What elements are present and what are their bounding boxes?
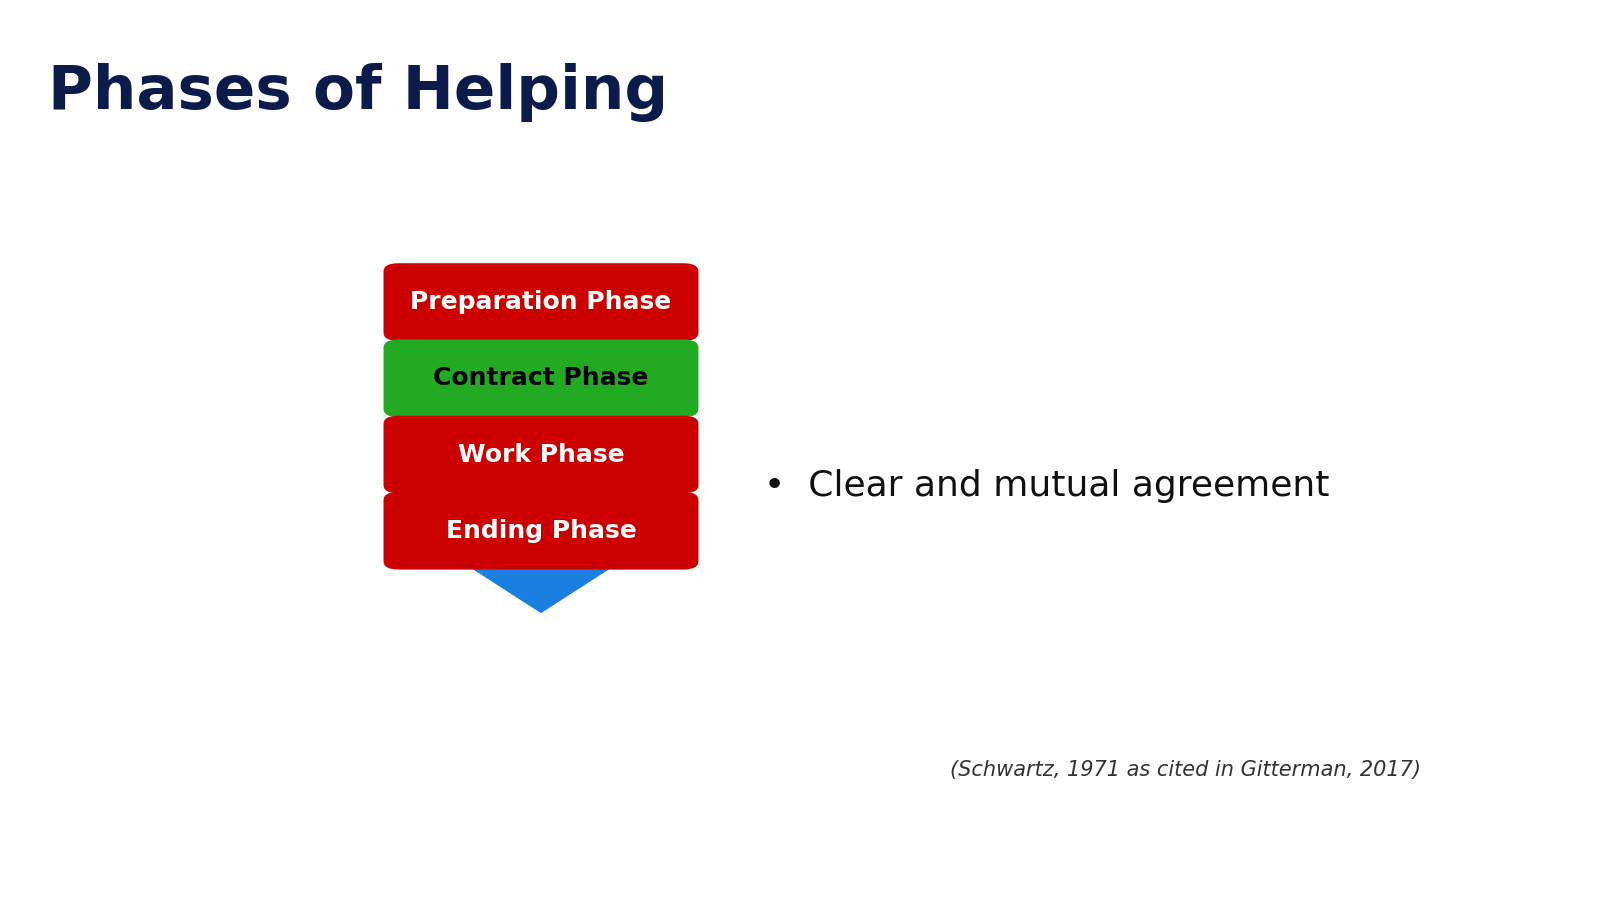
Text: Phases of Helping: Phases of Helping xyxy=(48,63,669,122)
Text: Ending Phase: Ending Phase xyxy=(446,518,637,543)
FancyBboxPatch shape xyxy=(384,492,699,570)
Text: •  Clear and mutual agreement: • Clear and mutual agreement xyxy=(765,469,1330,503)
Text: Contract Phase: Contract Phase xyxy=(434,366,648,391)
FancyBboxPatch shape xyxy=(384,339,699,417)
Polygon shape xyxy=(461,272,621,613)
FancyBboxPatch shape xyxy=(384,416,699,493)
Text: Work Phase: Work Phase xyxy=(458,443,624,466)
FancyBboxPatch shape xyxy=(384,263,699,341)
Text: (Schwartz, 1971 as cited in Gitterman, 2017): (Schwartz, 1971 as cited in Gitterman, 2… xyxy=(950,760,1421,780)
Text: Preparation Phase: Preparation Phase xyxy=(410,290,672,314)
